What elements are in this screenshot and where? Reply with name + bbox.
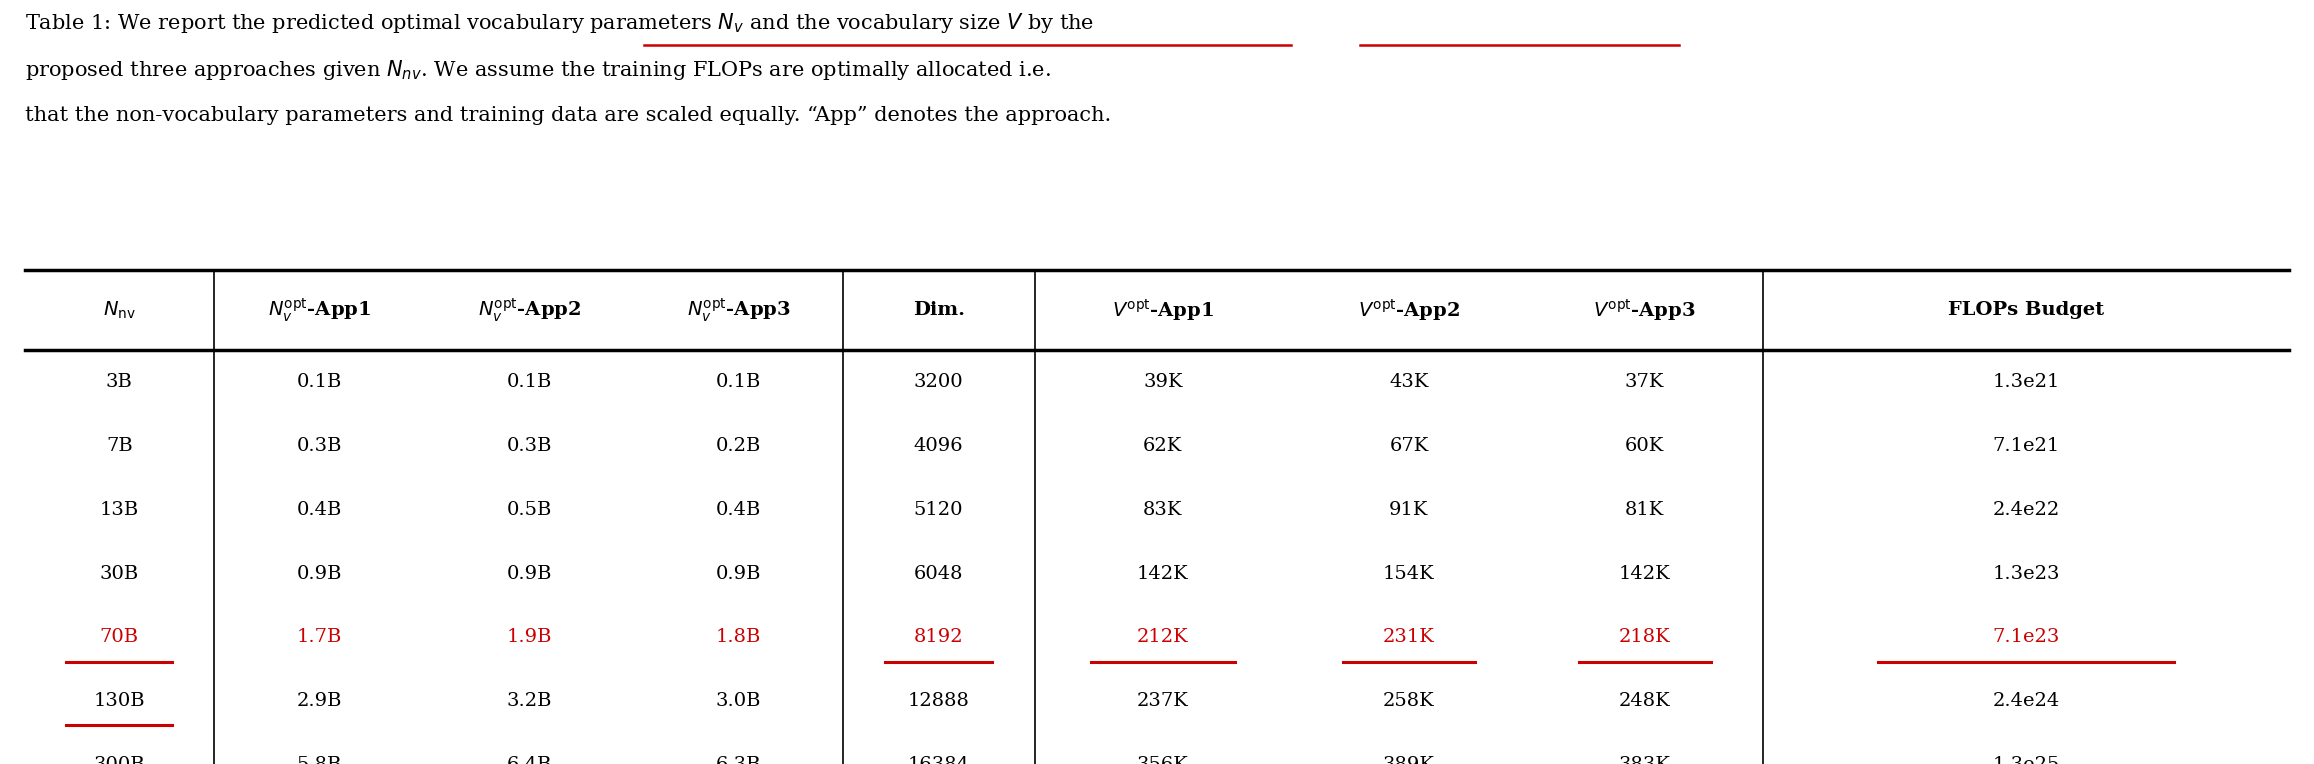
Text: 0.1B: 0.1B xyxy=(715,374,761,391)
Text: Table 1: We report the predicted optimal vocabulary parameters $N_v$ and the voc: Table 1: We report the predicted optimal… xyxy=(25,11,1095,35)
Text: 7B: 7B xyxy=(106,437,132,455)
Text: 30B: 30B xyxy=(100,565,139,583)
Text: 43K: 43K xyxy=(1388,374,1428,391)
Text: 60K: 60K xyxy=(1624,437,1664,455)
Text: $V^{\mathrm{opt}}$-App3: $V^{\mathrm{opt}}$-App3 xyxy=(1594,297,1696,323)
Text: 2.9B: 2.9B xyxy=(296,692,342,711)
Text: 0.4B: 0.4B xyxy=(296,501,342,519)
Text: $N_v^{\mathrm{opt}}$-App3: $N_v^{\mathrm{opt}}$-App3 xyxy=(687,296,791,324)
Text: 0.3B: 0.3B xyxy=(507,437,553,455)
Text: 2.4e24: 2.4e24 xyxy=(1992,692,2059,711)
Text: 83K: 83K xyxy=(1143,501,1182,519)
Text: 1.3e25: 1.3e25 xyxy=(1992,756,2059,764)
Text: 5.8B: 5.8B xyxy=(296,756,342,764)
Text: FLOPs Budget: FLOPs Budget xyxy=(1948,301,2103,319)
Text: $V^{\mathrm{opt}}$-App2: $V^{\mathrm{opt}}$-App2 xyxy=(1358,297,1460,323)
Text: 1.3e21: 1.3e21 xyxy=(1992,374,2059,391)
Text: 81K: 81K xyxy=(1624,501,1664,519)
Text: $N_{\mathrm{nv}}$: $N_{\mathrm{nv}}$ xyxy=(102,299,137,321)
Text: 212K: 212K xyxy=(1136,629,1189,646)
Text: 0.9B: 0.9B xyxy=(296,565,342,583)
Text: 0.9B: 0.9B xyxy=(715,565,761,583)
Text: 0.9B: 0.9B xyxy=(507,565,553,583)
Text: 3.2B: 3.2B xyxy=(507,692,553,711)
Text: 0.2B: 0.2B xyxy=(715,437,761,455)
Text: 300B: 300B xyxy=(93,756,146,764)
Text: 7.1e23: 7.1e23 xyxy=(1992,629,2059,646)
Text: 37K: 37K xyxy=(1624,374,1664,391)
Text: 0.4B: 0.4B xyxy=(715,501,761,519)
Text: Dim.: Dim. xyxy=(912,301,965,319)
Text: 0.1B: 0.1B xyxy=(507,374,553,391)
Text: proposed three approaches given $N_{nv}$. We assume the training FLOPs are optim: proposed three approaches given $N_{nv}$… xyxy=(25,59,1051,83)
Text: 231K: 231K xyxy=(1384,629,1435,646)
Text: 91K: 91K xyxy=(1388,501,1428,519)
Text: 8192: 8192 xyxy=(914,629,963,646)
Text: 6.3B: 6.3B xyxy=(715,756,761,764)
Text: 4096: 4096 xyxy=(914,437,963,455)
Text: 142K: 142K xyxy=(1136,565,1189,583)
Text: $N_v^{\mathrm{opt}}$-App1: $N_v^{\mathrm{opt}}$-App1 xyxy=(268,296,370,324)
Text: 13B: 13B xyxy=(100,501,139,519)
Text: 7.1e21: 7.1e21 xyxy=(1992,437,2059,455)
Text: 383K: 383K xyxy=(1620,756,1671,764)
Text: 5120: 5120 xyxy=(914,501,963,519)
Text: 3200: 3200 xyxy=(914,374,963,391)
Text: 218K: 218K xyxy=(1620,629,1671,646)
Text: 62K: 62K xyxy=(1143,437,1182,455)
Text: 142K: 142K xyxy=(1620,565,1671,583)
Text: 67K: 67K xyxy=(1388,437,1428,455)
Text: that the non-vocabulary parameters and training data are scaled equally. “App” d: that the non-vocabulary parameters and t… xyxy=(25,105,1111,125)
Text: 248K: 248K xyxy=(1620,692,1671,711)
Text: 1.8B: 1.8B xyxy=(715,629,761,646)
Text: 0.1B: 0.1B xyxy=(296,374,342,391)
Text: 1.7B: 1.7B xyxy=(296,629,342,646)
Text: 356K: 356K xyxy=(1136,756,1189,764)
Text: $N_v^{\mathrm{opt}}$-App2: $N_v^{\mathrm{opt}}$-App2 xyxy=(479,296,581,324)
Text: 1.3e23: 1.3e23 xyxy=(1992,565,2059,583)
Text: 389K: 389K xyxy=(1384,756,1435,764)
Text: 3.0B: 3.0B xyxy=(715,692,761,711)
Text: 130B: 130B xyxy=(93,692,146,711)
Text: 258K: 258K xyxy=(1384,692,1435,711)
Text: 1.9B: 1.9B xyxy=(507,629,553,646)
Text: 0.3B: 0.3B xyxy=(296,437,342,455)
Text: 237K: 237K xyxy=(1136,692,1189,711)
Text: 154K: 154K xyxy=(1384,565,1435,583)
Text: 70B: 70B xyxy=(100,629,139,646)
Text: 16384: 16384 xyxy=(907,756,970,764)
Text: 39K: 39K xyxy=(1143,374,1182,391)
Text: 0.5B: 0.5B xyxy=(507,501,553,519)
Text: 6.4B: 6.4B xyxy=(507,756,553,764)
Text: 12888: 12888 xyxy=(907,692,970,711)
Text: 2.4e22: 2.4e22 xyxy=(1992,501,2059,519)
Text: 6048: 6048 xyxy=(914,565,963,583)
Text: $V^{\mathrm{opt}}$-App1: $V^{\mathrm{opt}}$-App1 xyxy=(1111,297,1213,323)
Text: 3B: 3B xyxy=(106,374,132,391)
